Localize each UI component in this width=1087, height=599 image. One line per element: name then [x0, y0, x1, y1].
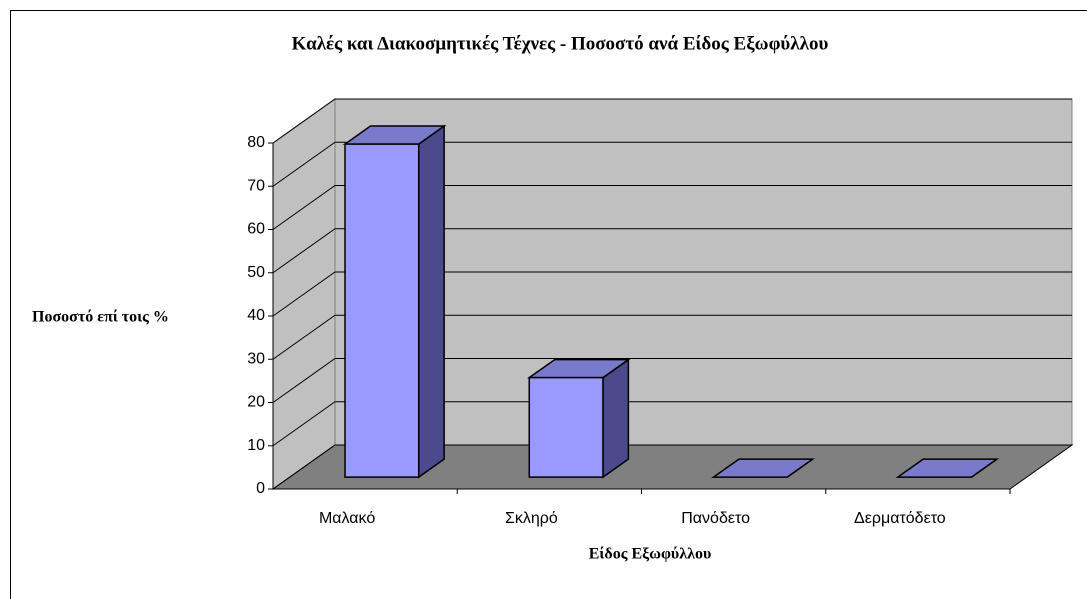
- bar-side: [602, 358, 630, 479]
- bar: [895, 458, 1000, 478]
- grid-line: [272, 271, 1072, 317]
- plot-area: 0 10 20 30 40 50 60 70 80 Μαλακό Σκληρό Πανόδετο Δερ…: [247, 98, 1074, 527]
- chart-title: Καλές και Διακοσμητικές Τέχνες - Ποσοστό…: [292, 33, 829, 54]
- y-tick-label: 20: [247, 394, 265, 411]
- grid-line: [272, 314, 1072, 360]
- x-tick-label: Μαλακό: [319, 510, 375, 527]
- bar-side: [417, 124, 445, 479]
- x-tick-label: Πανόδετο: [681, 510, 750, 527]
- bar: [342, 124, 447, 479]
- y-tick-label: 70: [247, 177, 265, 194]
- grid-line: [272, 98, 1072, 144]
- x-tick-label: Δερματόδετο: [854, 510, 946, 527]
- y-tick-label: 0: [256, 480, 265, 497]
- bar: [711, 458, 815, 478]
- y-axis-title: Ποσοστό επί τοις %: [32, 309, 169, 326]
- grid-line: [272, 358, 1072, 403]
- y-tick-label: 10: [247, 437, 265, 454]
- grid-line: [272, 228, 1072, 274]
- bar-top: [895, 458, 1000, 478]
- grid-line: [272, 444, 1072, 490]
- bar: [526, 358, 631, 479]
- y-tick-label: 40: [247, 307, 265, 324]
- y-tick-label: 50: [247, 264, 265, 281]
- grid-line: [272, 141, 1072, 187]
- bar-front: [344, 143, 420, 478]
- grid-line: [272, 185, 1072, 230]
- x-axis-title: Είδος Εξωφύλλου: [589, 546, 712, 563]
- bar-front: [528, 376, 604, 478]
- y-tick-label: 80: [247, 134, 265, 151]
- x-tick-label: Σκληρό: [505, 510, 558, 527]
- y-tick-label: 30: [247, 350, 265, 367]
- bar-top: [711, 458, 815, 478]
- grid-line: [272, 401, 1072, 447]
- y-tick-label: 60: [247, 221, 265, 238]
